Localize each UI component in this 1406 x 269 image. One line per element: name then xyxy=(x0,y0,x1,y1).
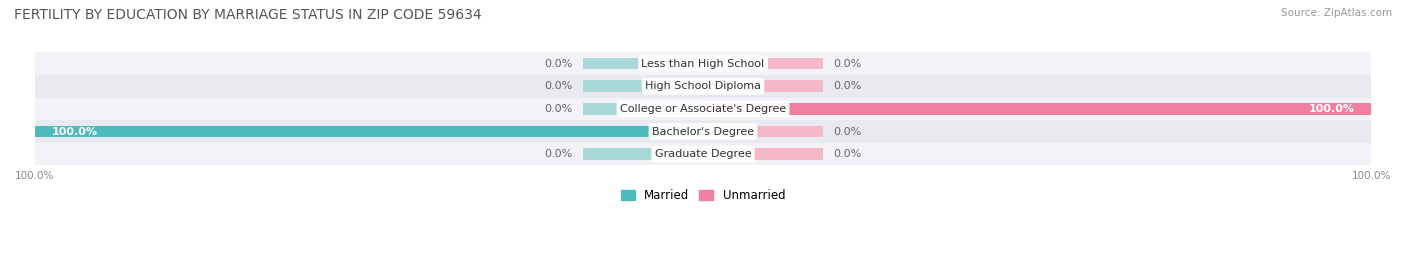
Text: 0.0%: 0.0% xyxy=(834,81,862,91)
Text: 0.0%: 0.0% xyxy=(544,104,572,114)
Text: FERTILITY BY EDUCATION BY MARRIAGE STATUS IN ZIP CODE 59634: FERTILITY BY EDUCATION BY MARRIAGE STATU… xyxy=(14,8,482,22)
Bar xyxy=(35,126,703,137)
Text: 0.0%: 0.0% xyxy=(544,59,572,69)
Text: Source: ZipAtlas.com: Source: ZipAtlas.com xyxy=(1281,8,1392,18)
Bar xyxy=(35,75,1371,98)
Bar xyxy=(35,143,1371,165)
Bar xyxy=(582,58,703,69)
Text: 100.0%: 100.0% xyxy=(1309,104,1354,114)
Bar xyxy=(35,52,1371,75)
Legend: Married, Unmarried: Married, Unmarried xyxy=(616,184,790,207)
Bar xyxy=(35,120,1371,143)
Text: High School Diploma: High School Diploma xyxy=(645,81,761,91)
Text: 0.0%: 0.0% xyxy=(834,59,862,69)
Bar xyxy=(582,148,703,160)
Bar xyxy=(703,148,824,160)
Text: College or Associate's Degree: College or Associate's Degree xyxy=(620,104,786,114)
Text: 100.0%: 100.0% xyxy=(52,126,97,136)
Bar xyxy=(582,80,703,92)
Text: Less than High School: Less than High School xyxy=(641,59,765,69)
Bar xyxy=(35,98,1371,120)
Text: Bachelor's Degree: Bachelor's Degree xyxy=(652,126,754,136)
Text: 0.0%: 0.0% xyxy=(834,149,862,159)
Bar xyxy=(703,103,1371,115)
Bar xyxy=(703,58,824,69)
Bar xyxy=(582,103,703,115)
Text: Graduate Degree: Graduate Degree xyxy=(655,149,751,159)
Text: 0.0%: 0.0% xyxy=(834,126,862,136)
Bar xyxy=(703,80,824,92)
Text: 0.0%: 0.0% xyxy=(544,149,572,159)
Text: 0.0%: 0.0% xyxy=(544,81,572,91)
Bar xyxy=(703,126,824,137)
